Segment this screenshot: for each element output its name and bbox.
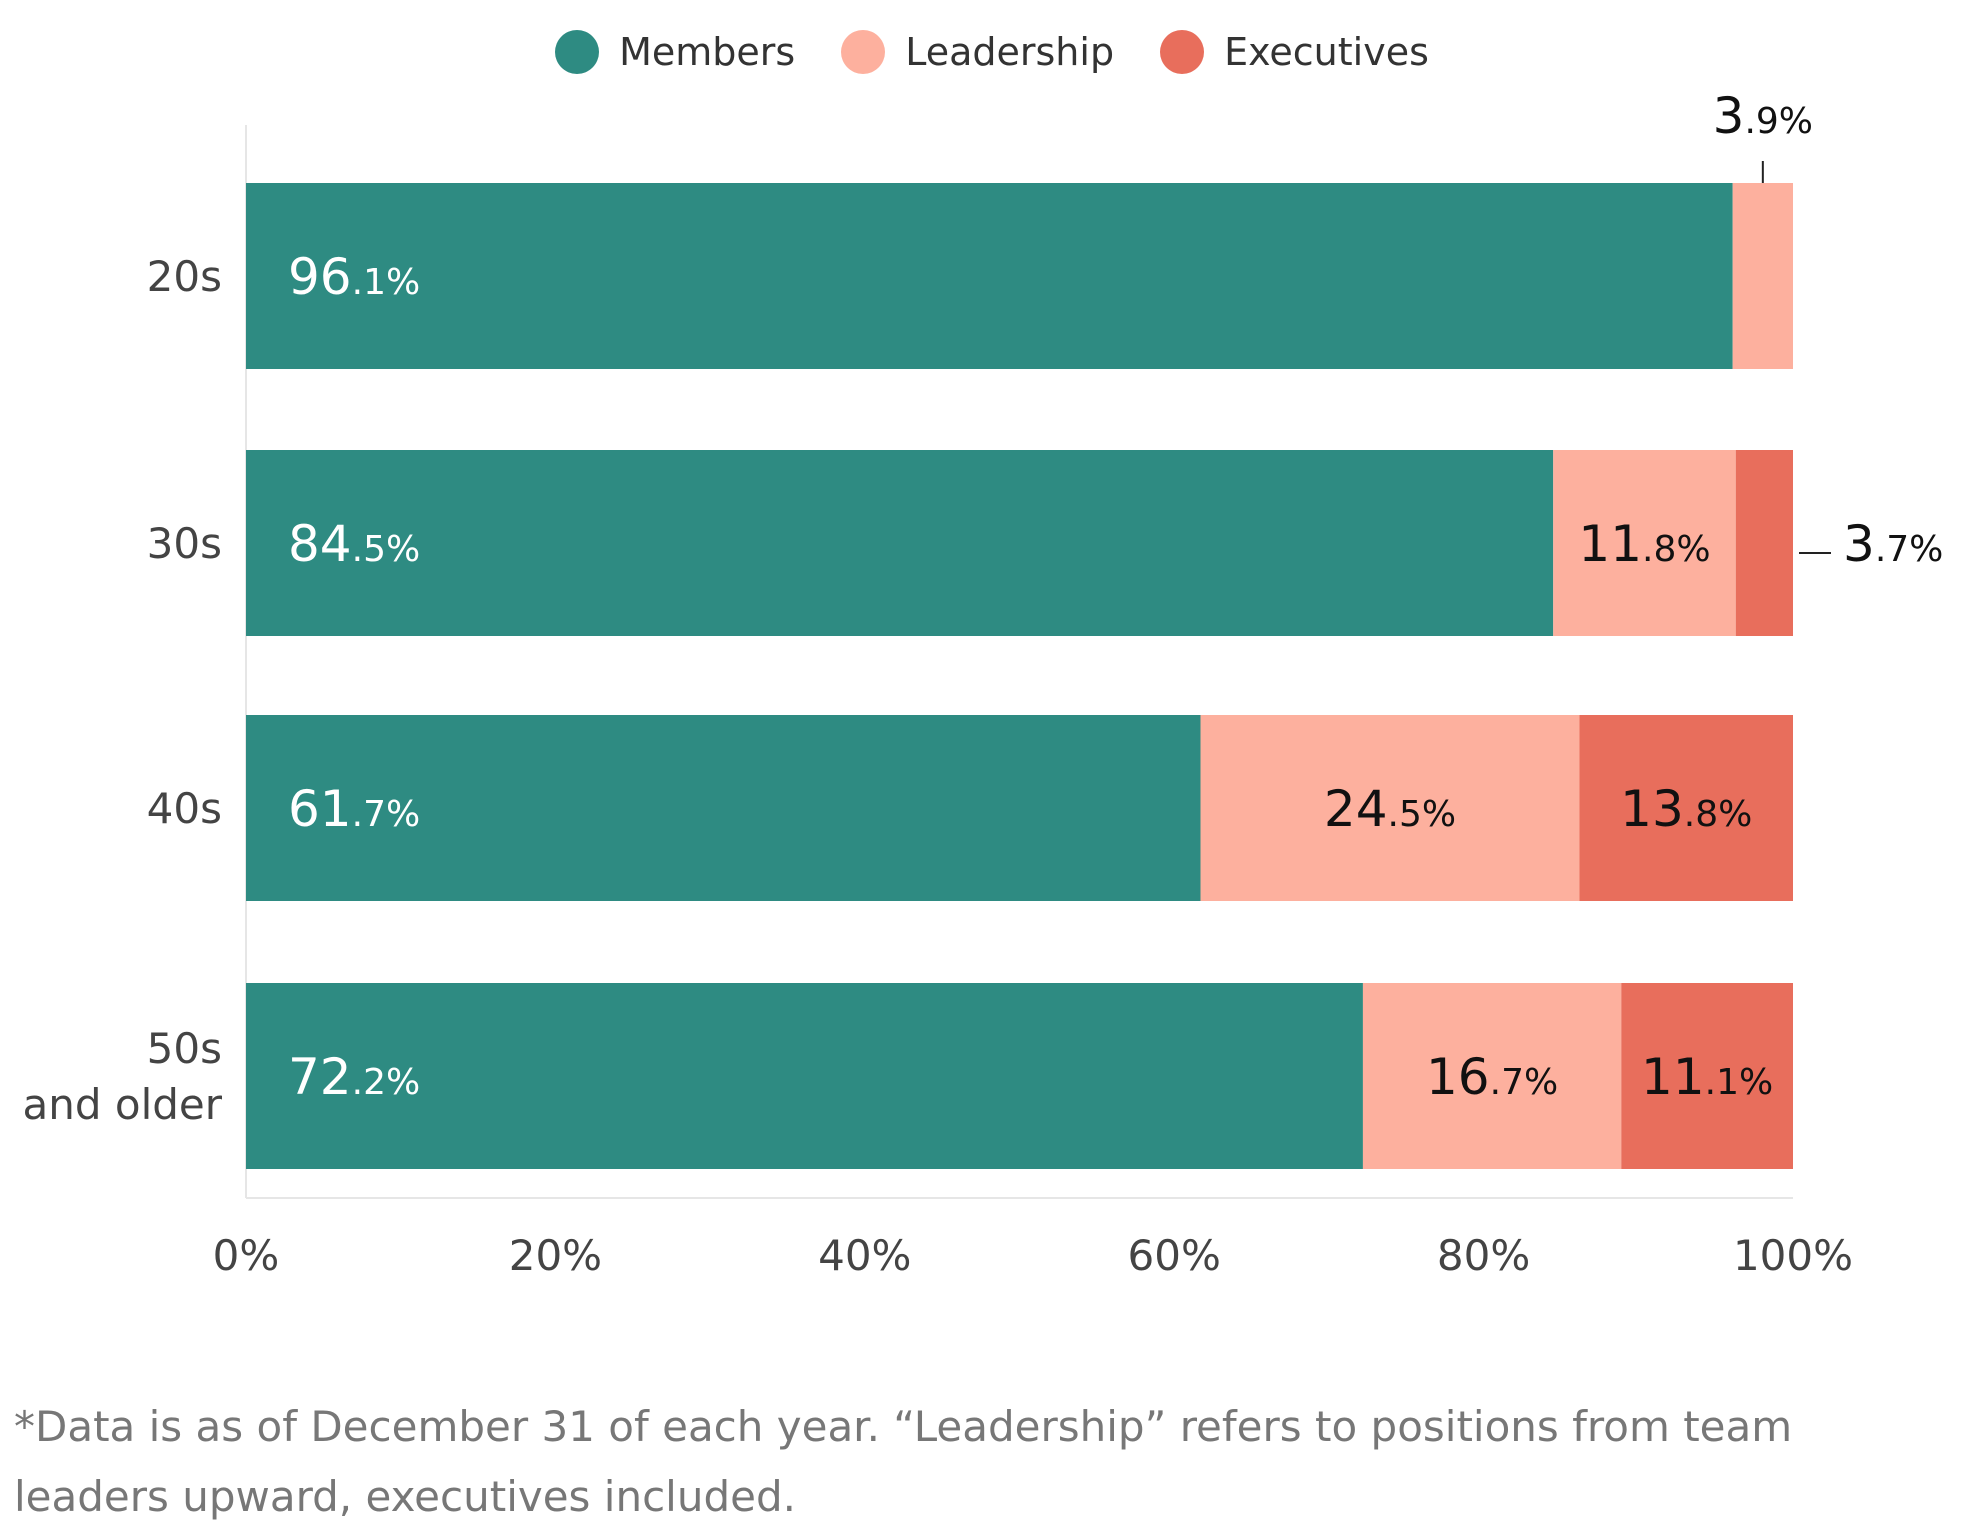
category-label: 40s: [147, 784, 222, 833]
bar-segment-leadership: [1200, 715, 1580, 901]
data-label-executives: 13.8%: [1620, 780, 1752, 838]
legend-swatch-members: [555, 30, 600, 74]
bar-segment-leadership: [1362, 983, 1622, 1169]
footnote: *Data is as of December 31 of each year.…: [14, 1402, 1793, 1521]
x-tick-label: 100%: [1733, 1231, 1853, 1280]
legend-swatch-executives: [1160, 30, 1205, 74]
data-label-executives: 11.1%: [1641, 1048, 1773, 1106]
bar-segment-members: [246, 983, 1363, 1169]
bar-segment-members: [246, 183, 1733, 369]
category-label: 20s: [147, 252, 222, 301]
data-label-members: 72.2%: [288, 1048, 420, 1106]
bar-segment-members: [246, 715, 1201, 901]
bar-segment-leadership: [1732, 183, 1793, 369]
data-label-leadership: 24.5%: [1324, 780, 1456, 838]
x-tick-label: 0%: [213, 1231, 280, 1280]
data-label-executives: 3.7%: [1843, 515, 1943, 573]
data-label-leadership: 16.7%: [1426, 1048, 1558, 1106]
x-tick-label: 20%: [509, 1231, 602, 1280]
legend-label-executives: Executives: [1224, 30, 1429, 74]
bar-segment-members: [246, 450, 1554, 636]
legend-item-leadership: Leadership: [841, 30, 1114, 74]
bar-segment-executives: [1621, 983, 1793, 1169]
data-label-leadership: 11.8%: [1578, 515, 1710, 573]
bar-segment-executives: [1579, 715, 1793, 901]
x-tick-label: 60%: [1128, 1231, 1221, 1280]
data-label-members: 61.7%: [288, 780, 420, 838]
data-label-leadership: 3.9%: [1713, 87, 1813, 145]
x-tick-label: 40%: [818, 1231, 911, 1280]
legend-item-executives: Executives: [1160, 30, 1429, 74]
category-label: and older: [23, 1080, 223, 1129]
data-label-members: 96.1%: [288, 248, 420, 306]
legend-label-leadership: Leadership: [905, 30, 1115, 74]
legend-item-members: Members: [555, 30, 795, 74]
bar-segment-leadership: [1553, 450, 1736, 636]
legend-swatch-leadership: [841, 30, 886, 74]
category-label: 50s: [147, 1024, 222, 1073]
chart-legend: Members Leadership Executives: [0, 30, 1984, 74]
category-label: 30s: [147, 519, 222, 568]
data-label-members: 84.5%: [288, 515, 420, 573]
bar-segment-executives: [1735, 450, 1793, 636]
x-tick-label: 80%: [1437, 1231, 1530, 1280]
legend-label-members: Members: [619, 30, 796, 74]
